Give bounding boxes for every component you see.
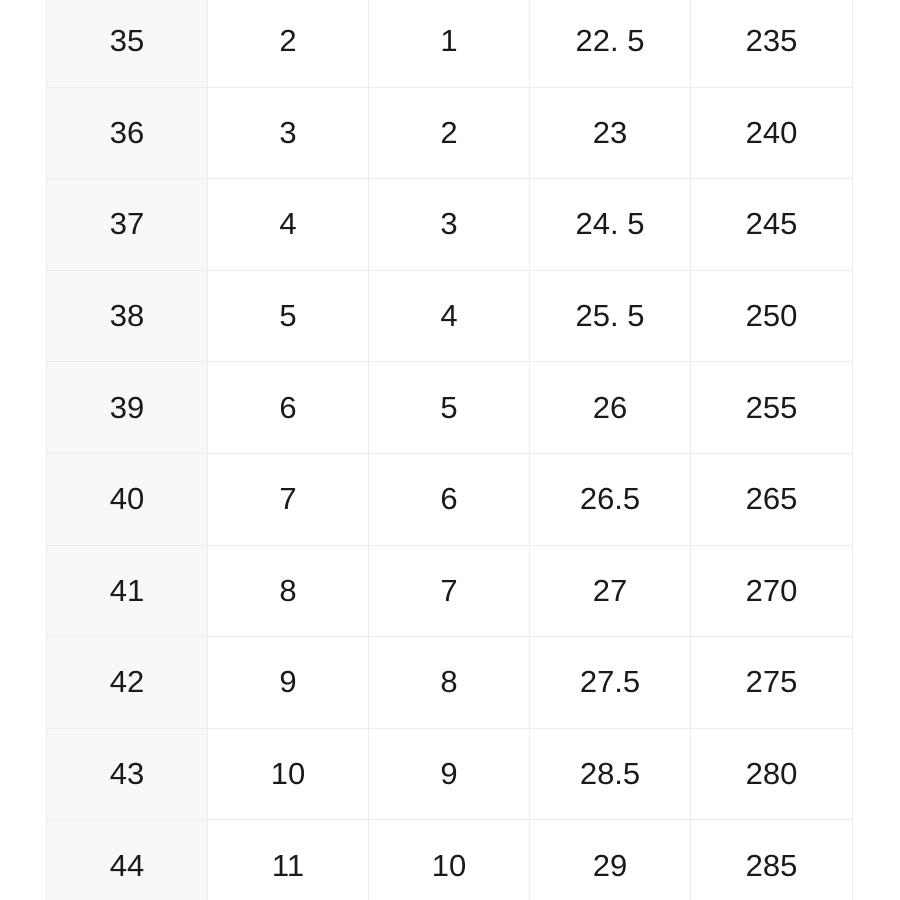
table-cell: 240 [691, 87, 852, 180]
table-cell: 26.5 [530, 453, 691, 546]
table-cell: 5 [208, 270, 369, 363]
table-cell: 24. 5 [530, 179, 691, 271]
table-cell: 8 [208, 545, 369, 638]
table-cell: 39 [47, 362, 208, 454]
table-cell: 1 [369, 0, 530, 88]
table-cell: 4 [369, 270, 530, 363]
table-cell: 43 [47, 728, 208, 821]
table-cell: 265 [691, 453, 852, 546]
table-cell: 270 [691, 545, 852, 638]
table-cell: 10 [369, 820, 530, 900]
table-cell: 250 [691, 270, 852, 363]
table-cell: 40 [47, 453, 208, 546]
table-cell: 11 [208, 820, 369, 900]
table-cell: 27.5 [530, 637, 691, 729]
table-cell: 27 [530, 545, 691, 638]
table-row: 40 7 6 26.5 265 [47, 453, 852, 546]
table-row: 35 2 1 22. 5 235 [47, 0, 852, 88]
table-cell: 29 [530, 820, 691, 900]
table-cell: 37 [47, 179, 208, 271]
table-row: 42 9 8 27.5 275 [47, 637, 852, 729]
table-cell: 3 [369, 179, 530, 271]
table-cell: 280 [691, 728, 852, 821]
table-cell: 275 [691, 637, 852, 729]
table-cell: 2 [369, 87, 530, 180]
table-cell: 25. 5 [530, 270, 691, 363]
table-cell: 36 [47, 87, 208, 180]
table-cell: 42 [47, 637, 208, 729]
table-cell: 2 [208, 0, 369, 88]
table-cell: 9 [208, 637, 369, 729]
table-cell: 26 [530, 362, 691, 454]
table-row: 41 8 7 27 270 [47, 545, 852, 638]
table-cell: 41 [47, 545, 208, 638]
table-cell: 9 [369, 728, 530, 821]
table-cell: 22. 5 [530, 0, 691, 88]
table-cell: 5 [369, 362, 530, 454]
table-cell: 7 [369, 545, 530, 638]
table-cell: 6 [208, 362, 369, 454]
table-cell: 44 [47, 820, 208, 900]
table-cell: 235 [691, 0, 852, 88]
table-cell: 38 [47, 270, 208, 363]
table-cell: 4 [208, 179, 369, 271]
table-cell: 6 [369, 453, 530, 546]
table-row: 39 6 5 26 255 [47, 362, 852, 454]
table-row: 43 10 9 28.5 280 [47, 728, 852, 821]
table-cell: 10 [208, 728, 369, 821]
table-row: 36 3 2 23 240 [47, 87, 852, 180]
table-cell: 255 [691, 362, 852, 454]
table-cell: 8 [369, 637, 530, 729]
table-row: 37 4 3 24. 5 245 [47, 179, 852, 271]
size-conversion-table: 35 2 1 22. 5 235 36 3 2 23 240 37 4 3 24… [46, 0, 853, 900]
table-cell: 3 [208, 87, 369, 180]
table-cell: 28.5 [530, 728, 691, 821]
table-cell: 23 [530, 87, 691, 180]
table-cell: 7 [208, 453, 369, 546]
table-cell: 35 [47, 0, 208, 88]
table-row: 38 5 4 25. 5 250 [47, 270, 852, 363]
table-cell: 285 [691, 820, 852, 900]
table-row: 44 11 10 29 285 [47, 820, 852, 900]
table-cell: 245 [691, 179, 852, 271]
